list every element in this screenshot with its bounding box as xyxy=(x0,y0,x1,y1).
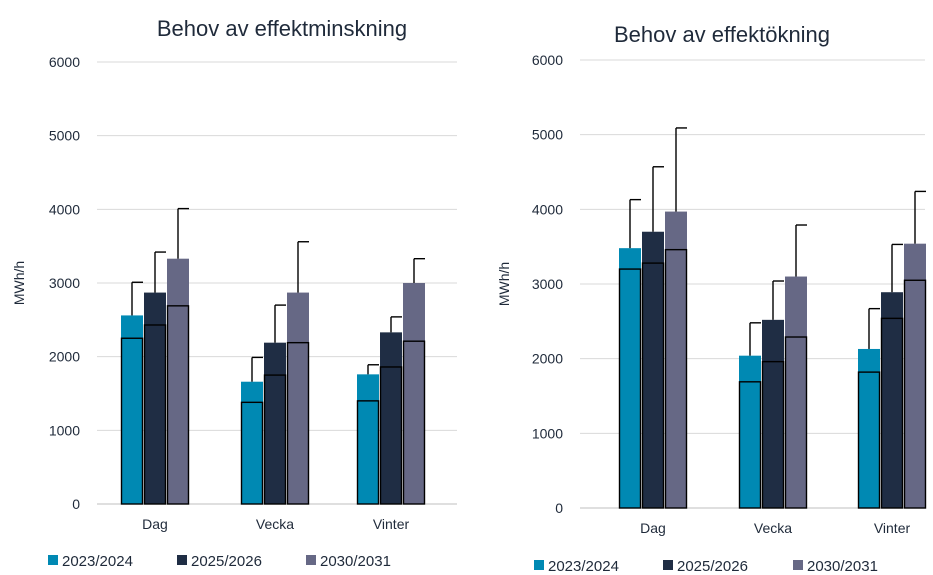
right-chart-y-tick-label: 3000 xyxy=(532,276,563,292)
left-chart-bar xyxy=(144,292,166,504)
right-chart-inner-bar-outline xyxy=(761,360,785,509)
left-chart-y-tick-label: 0 xyxy=(72,496,80,512)
right-chart-inner-bar-outline xyxy=(857,371,881,509)
right-chart-bar xyxy=(762,319,784,508)
right-chart-y-tick-label: 2000 xyxy=(532,351,563,367)
left-chart-category-label: Vecka xyxy=(256,516,294,532)
left-chart-bar xyxy=(287,292,309,504)
right-chart-legend-swatch xyxy=(663,560,673,570)
right-chart-bar xyxy=(858,348,880,508)
right-chart-bar xyxy=(642,231,664,508)
left-chart-inner-bar-outline xyxy=(120,337,144,505)
left-chart-y-axis-label: MWh/h xyxy=(11,261,27,305)
left-chart-inner-bar-outline xyxy=(356,400,380,505)
left-chart-legend-label: 2023/2024 xyxy=(62,553,133,570)
right-chart-title: Behov av effektökning xyxy=(614,22,830,47)
left-chart-inner-bar-outline xyxy=(240,401,264,505)
left-chart-inner-bar-outline xyxy=(286,341,310,505)
left-chart-inner-bar-outline xyxy=(402,340,426,505)
left-chart-inner-bar-outline xyxy=(263,374,287,505)
right-chart-inner-bar-outline xyxy=(903,279,927,509)
left-chart-bar xyxy=(121,315,143,504)
left-chart-inner-bar-outline xyxy=(166,305,190,505)
left-chart-bar xyxy=(403,283,425,504)
right-chart-y-tick-label: 4000 xyxy=(532,201,563,217)
right-chart-y-tick-label: 0 xyxy=(555,500,563,516)
left-chart-category-label: Vinter xyxy=(373,516,410,532)
right-chart-category-label: Vinter xyxy=(874,520,911,536)
left-chart-bar xyxy=(357,374,379,504)
left-chart-bar xyxy=(380,332,402,504)
left-chart-legend-label: 2030/2031 xyxy=(320,553,391,570)
right-chart-bar xyxy=(619,248,641,508)
right-chart-y-tick-label: 5000 xyxy=(532,127,563,143)
right-chart-legend-swatch xyxy=(534,560,544,570)
right-chart-bar xyxy=(785,276,807,508)
right-chart-y-tick-label: 1000 xyxy=(532,425,563,441)
left-chart-inner-bar-outline xyxy=(379,366,403,505)
right-chart-y-axis-label: MWh/h xyxy=(496,262,512,306)
left-chart-y-tick-label: 1000 xyxy=(49,422,80,438)
right-chart-bar xyxy=(665,211,687,508)
right-chart-legend-label: 2023/2024 xyxy=(548,558,619,575)
left-chart-y-tick-label: 5000 xyxy=(49,128,80,144)
right-chart-bar xyxy=(904,243,926,508)
right-chart-legend-swatch xyxy=(793,560,803,570)
left-chart-legend-swatch xyxy=(306,555,316,565)
right-chart-legend-label: 2025/2026 xyxy=(677,558,748,575)
right-chart-legend-label: 2030/2031 xyxy=(807,558,878,575)
right-chart-category-label: Dag xyxy=(640,520,666,536)
right-chart-inner-bar-outline xyxy=(738,381,762,509)
right-chart-inner-bar-outline xyxy=(641,262,665,509)
left-chart-legend-swatch xyxy=(177,555,187,565)
right-chart-bar xyxy=(881,292,903,508)
left-chart-bar xyxy=(264,342,286,504)
right-chart-y-tick-label: 6000 xyxy=(532,52,563,68)
right-chart-inner-bar-outline xyxy=(618,268,642,509)
right-chart-category-label: Vecka xyxy=(754,520,792,536)
left-chart-bar xyxy=(241,381,263,504)
left-chart-category-label: Dag xyxy=(142,516,168,532)
left-chart-y-tick-label: 4000 xyxy=(49,201,80,217)
right-chart-inner-bar-outline xyxy=(784,336,808,509)
left-chart-inner-bar-outline xyxy=(143,324,167,505)
left-chart-legend-swatch xyxy=(48,555,58,565)
left-chart-y-tick-label: 6000 xyxy=(49,54,80,70)
left-chart-legend-label: 2025/2026 xyxy=(191,553,262,570)
right-chart-bar xyxy=(739,355,761,508)
left-chart-title: Behov av effektminskning xyxy=(157,16,407,41)
right-chart-inner-bar-outline xyxy=(880,317,904,509)
left-chart-y-tick-label: 3000 xyxy=(49,275,80,291)
left-chart-y-tick-label: 2000 xyxy=(49,349,80,365)
right-chart-inner-bar-outline xyxy=(664,248,688,509)
left-chart-bar xyxy=(167,258,189,504)
